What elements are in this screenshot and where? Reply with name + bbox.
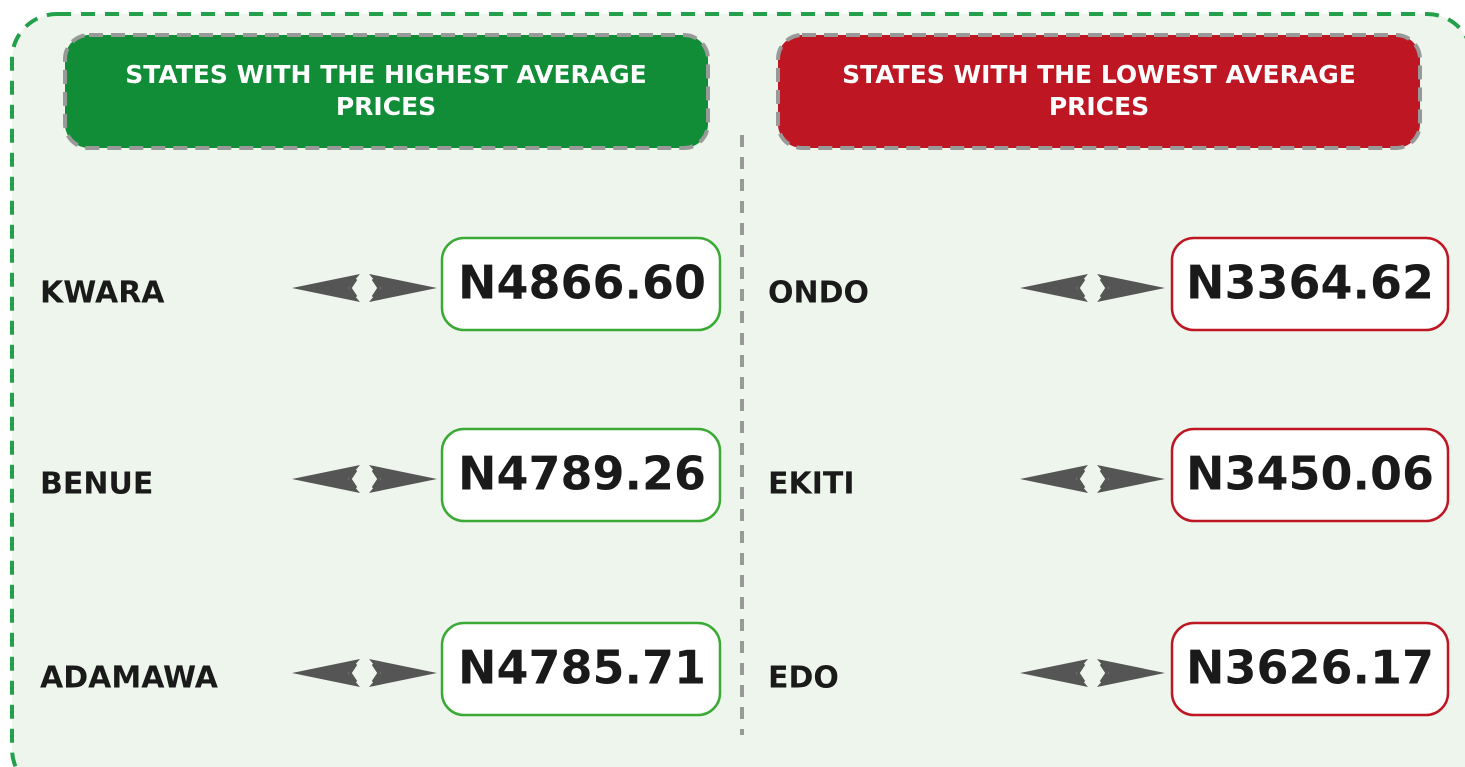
chevron-right <box>1099 663 1109 683</box>
left-header-box <box>63 33 710 150</box>
arrow-right <box>369 274 437 302</box>
price-value: N3364.62 <box>1186 256 1434 310</box>
state-name: ADAMAWA <box>40 661 219 696</box>
header-line: PRICES <box>1049 92 1149 121</box>
frame <box>10 12 1465 767</box>
chevron-left <box>1076 469 1086 489</box>
state-name: ONDO <box>768 276 869 311</box>
price-value: N4789.26 <box>458 447 706 501</box>
header-line: STATES WITH THE LOWEST AVERAGE <box>842 60 1356 89</box>
arrow-right <box>369 659 437 687</box>
state-name: EKITI <box>768 467 855 502</box>
price-value: N3626.17 <box>1186 641 1434 695</box>
price-box <box>1170 427 1450 523</box>
chevron-left <box>1076 278 1086 298</box>
chevron-left <box>348 278 358 298</box>
arrow-left <box>292 465 360 493</box>
header-line: STATES WITH THE HIGHEST AVERAGE <box>125 60 646 89</box>
price-box <box>1170 621 1450 717</box>
price-box <box>440 621 722 717</box>
chevron-right <box>1099 469 1109 489</box>
arrow-left <box>1020 274 1088 302</box>
chevron-right <box>371 469 381 489</box>
arrow-left <box>292 659 360 687</box>
state-name: KWARA <box>40 276 165 311</box>
header-title: STATES WITH THE LOWEST AVERAGE PRICES <box>842 60 1356 121</box>
price-value: N4785.71 <box>458 641 706 695</box>
chevron-left <box>1076 663 1086 683</box>
arrow-left <box>292 274 360 302</box>
chevron-right <box>1099 278 1109 298</box>
price-box <box>440 236 722 332</box>
header-line: PRICES <box>336 92 436 121</box>
header-title: STATES WITH THE HIGHEST AVERAGE PRICES <box>125 60 646 121</box>
price-value: N3450.06 <box>1186 447 1434 501</box>
arrow-right <box>1097 659 1165 687</box>
price-box <box>1170 236 1450 332</box>
chevron-right <box>371 663 381 683</box>
arrow-right <box>1097 274 1165 302</box>
arrow-right <box>369 465 437 493</box>
arrow-right <box>1097 465 1165 493</box>
price-box <box>440 427 722 523</box>
state-name: EDO <box>768 661 839 696</box>
right-header-box <box>776 33 1422 150</box>
chevron-left <box>348 663 358 683</box>
state-name: BENUE <box>40 467 153 502</box>
chevron-right <box>371 278 381 298</box>
arrow-left <box>1020 659 1088 687</box>
arrow-left <box>1020 465 1088 493</box>
price-value: N4866.60 <box>458 256 706 310</box>
chevron-left <box>348 469 358 489</box>
